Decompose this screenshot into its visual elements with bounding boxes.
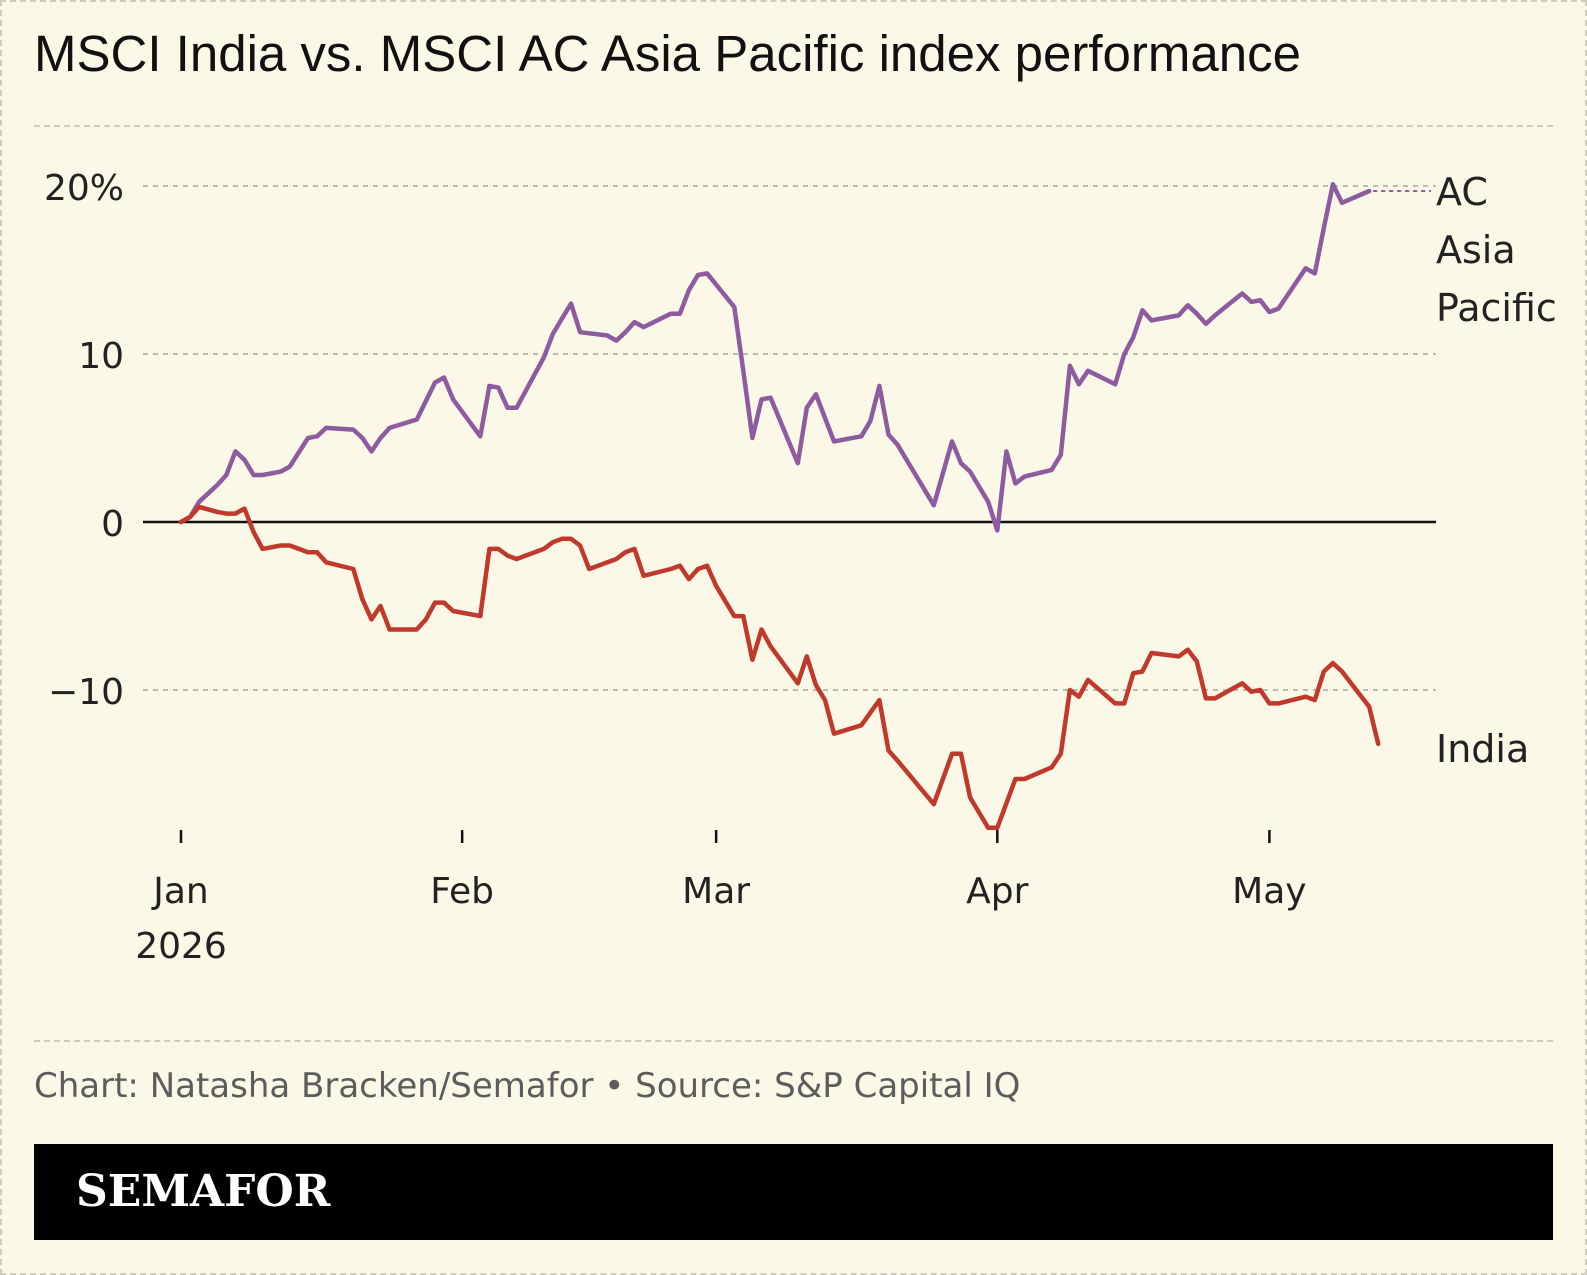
chart-credit: Chart: Natasha Bracken/Semafor • Source:…	[34, 1066, 1021, 1106]
y-tick-label: −10	[48, 672, 124, 713]
series-label: AC	[1436, 170, 1488, 214]
line-chart: 20% 10 0 −10 Jan 2026 Feb Mar Apr May AC Asia Paci…	[44, 168, 1557, 967]
series-lines	[178, 182, 1381, 831]
x-tick-label: Jan	[151, 871, 209, 912]
gridlines	[143, 185, 1436, 691]
brand-bar: SEMAFOR	[34, 1144, 1553, 1240]
footer-divider	[34, 1040, 1553, 1042]
series-line-india	[178, 504, 1381, 831]
y-axis-labels: 20% 10 0 −10	[44, 168, 124, 713]
series-labels: AC Asia Pacific India	[1373, 170, 1557, 771]
y-tick-label: 10	[78, 336, 124, 377]
y-tick-label: 0	[101, 504, 124, 545]
x-tick-label: Apr	[966, 871, 1028, 912]
header-divider	[34, 125, 1553, 127]
series-label: Asia	[1436, 228, 1516, 272]
x-tick-label: May	[1232, 871, 1306, 912]
x-tick-label: 2026	[135, 926, 227, 967]
series-line-ac-asia-pacific	[178, 182, 1372, 533]
x-tick-label: Mar	[682, 871, 750, 912]
x-tick-label: Feb	[430, 871, 494, 912]
y-tick-label: 20%	[44, 168, 124, 209]
x-axis-ticks	[179, 830, 1271, 843]
series-label: Pacific	[1436, 286, 1557, 330]
series-label: India	[1436, 727, 1529, 771]
x-axis-labels: Jan 2026 Feb Mar Apr May	[135, 871, 1306, 967]
chart-title: MSCI India vs. MSCI AC Asia Pacific inde…	[34, 25, 1301, 82]
semafor-logo: SEMAFOR	[76, 1166, 331, 1217]
